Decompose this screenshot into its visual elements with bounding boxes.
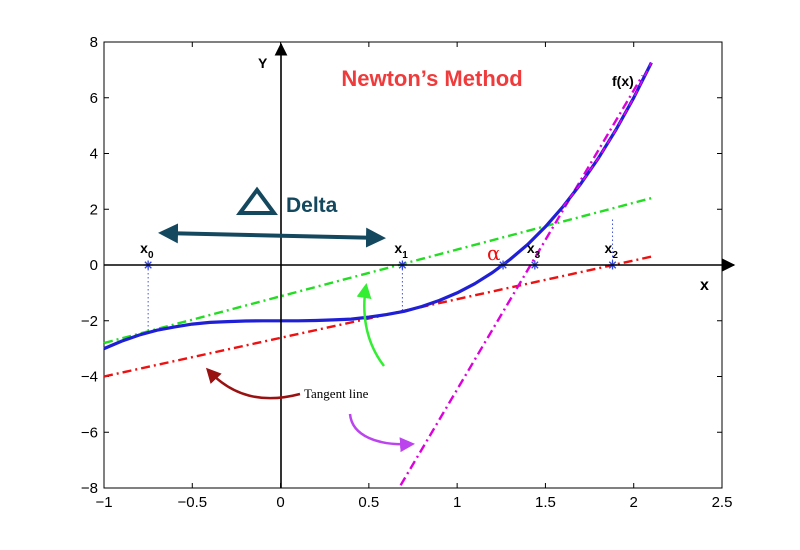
delta-triangle-icon (236, 186, 278, 215)
y-tick-label: 4 (90, 146, 98, 163)
point-label-x0: x0 (140, 240, 154, 261)
y-tick-label: 8 (90, 34, 98, 51)
x-tick-label: 1 (453, 494, 461, 511)
y-tick-label: −6 (81, 424, 98, 441)
tangent-line-label: Tangent line (304, 386, 369, 401)
y-tick-label: −8 (81, 480, 98, 497)
x-tick-label: 2 (630, 494, 638, 511)
x-tick-label: 0 (276, 494, 284, 511)
x-tick-label: −1 (95, 494, 112, 511)
curve-label: f(x) (612, 73, 634, 89)
axis-ticks: −1 −0.5 0 0.5 1 1.5 2 2.5 −8 −6 −4 −2 0 2 4 6 8 (81, 34, 733, 511)
function-curve-overlay (562, 62, 653, 207)
tangent-line (399, 74, 644, 486)
tangent-arrow-green (356, 283, 385, 367)
point-label-x1: x1 (394, 240, 408, 261)
point-label-x3: x3 (527, 240, 541, 261)
x-tick-label: 1.5 (535, 494, 556, 511)
delta-double-arrow (158, 223, 386, 248)
x-tick-label: 2.5 (712, 494, 733, 511)
tangent-arrow-purple (348, 413, 415, 453)
y-axis-label: Y (258, 55, 268, 71)
function-curve (103, 61, 653, 351)
y-tick-label: −4 (81, 369, 98, 386)
delta-label: Delta (286, 194, 338, 217)
x-tick-label: −0.5 (177, 494, 207, 511)
y-tick-label: 2 (90, 201, 98, 218)
x-tick-label: 0.5 (358, 494, 379, 511)
tangent-arrow-red (205, 367, 301, 400)
point-label-x2: x2 (605, 240, 619, 261)
x-axis-label: x (700, 277, 709, 294)
tangent-line (103, 196, 652, 345)
y-tick-label: 0 (90, 257, 98, 274)
y-tick-label: 6 (90, 90, 98, 107)
plot-lines (103, 61, 653, 486)
chart-title: Newton’s Method (341, 66, 522, 91)
y-tick-label: −2 (81, 313, 98, 330)
root-alpha-label: α (487, 241, 501, 265)
